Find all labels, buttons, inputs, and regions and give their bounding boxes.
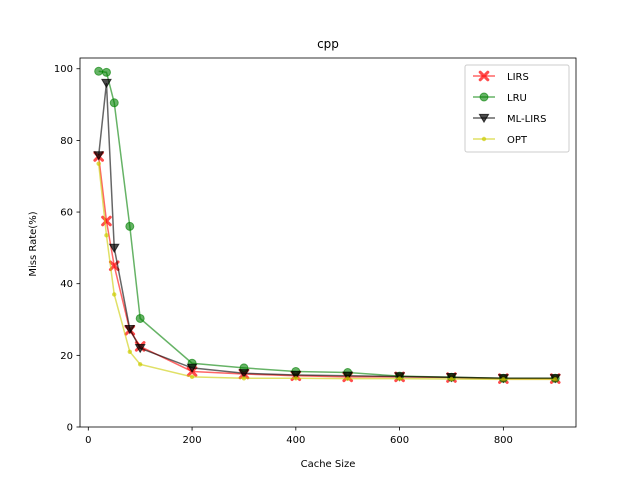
legend-entry-opt: OPT [473,135,528,146]
data-point-opt [104,233,109,238]
data-point-ml-lirs [124,325,136,335]
data-point-opt [241,376,247,381]
series-opt [96,161,558,382]
legend-label: LIRS [507,72,529,83]
data-point-ml-lirs [186,363,198,374]
data-point-opt [345,376,350,381]
data-point-ml-lirs [342,371,354,381]
y-tick-label: 100 [54,64,73,75]
y-tick-label: 60 [60,208,73,219]
legend: LIRS LRU ML-LIRS OPT [464,64,570,153]
legend-label: LRU [507,93,527,104]
data-point-opt [293,376,299,381]
data-point-lru [109,98,119,108]
x-tick-label: 800 [494,435,513,446]
legend-entry-ml-lirs: ML-LIRS [473,113,546,125]
legend-label: OPT [507,135,528,146]
y-tick-label: 80 [60,136,73,147]
data-point-opt [397,376,402,381]
plot-area [93,66,561,384]
legend-label: ML-LIRS [507,114,546,125]
data-point-ml-lirs [93,151,105,161]
legend-marker [478,113,490,124]
data-point-opt [553,377,558,382]
y-tick-label: 20 [60,351,73,362]
y-tick-label: 40 [60,279,73,290]
legend-box [464,64,570,153]
legend-entry-lru: LRU [473,92,527,104]
legend-marker [481,136,487,142]
legend-entry-lirs: LIRS [473,70,529,83]
data-point-opt [96,161,101,166]
data-point-opt [137,362,143,367]
y-tick-label: 0 [67,423,73,434]
legend-marker [479,92,489,102]
data-point-ml-lirs [108,243,120,254]
data-point-opt [127,349,133,354]
data-point-opt [112,292,117,297]
x-tick-label: 0 [85,435,91,446]
data-point-lru [101,67,111,77]
x-tick-label: 200 [183,435,202,446]
data-point-ml-lirs [290,370,302,381]
data-point-lru [94,66,104,76]
data-point-opt [501,377,506,382]
x-tick-label: 600 [390,435,409,446]
data-point-ml-lirs [238,369,250,379]
axes: 0 200 400 600 800 0 20 40 60 80 100 [54,57,577,446]
data-point-opt [449,376,454,382]
data-point-ml-lirs [134,344,146,354]
data-point-ml-lirs [100,78,112,89]
data-point-lru [135,313,145,323]
legend-marker [478,70,490,82]
plot-frame [79,57,577,428]
data-point-opt [189,374,195,380]
chart-title: cpp [317,37,339,51]
x-tick-label: 400 [286,435,305,446]
y-axis-label: Miss Rate(%) [28,211,39,276]
x-axis-label: Cache Size [301,459,356,470]
data-point-lru [125,221,135,231]
